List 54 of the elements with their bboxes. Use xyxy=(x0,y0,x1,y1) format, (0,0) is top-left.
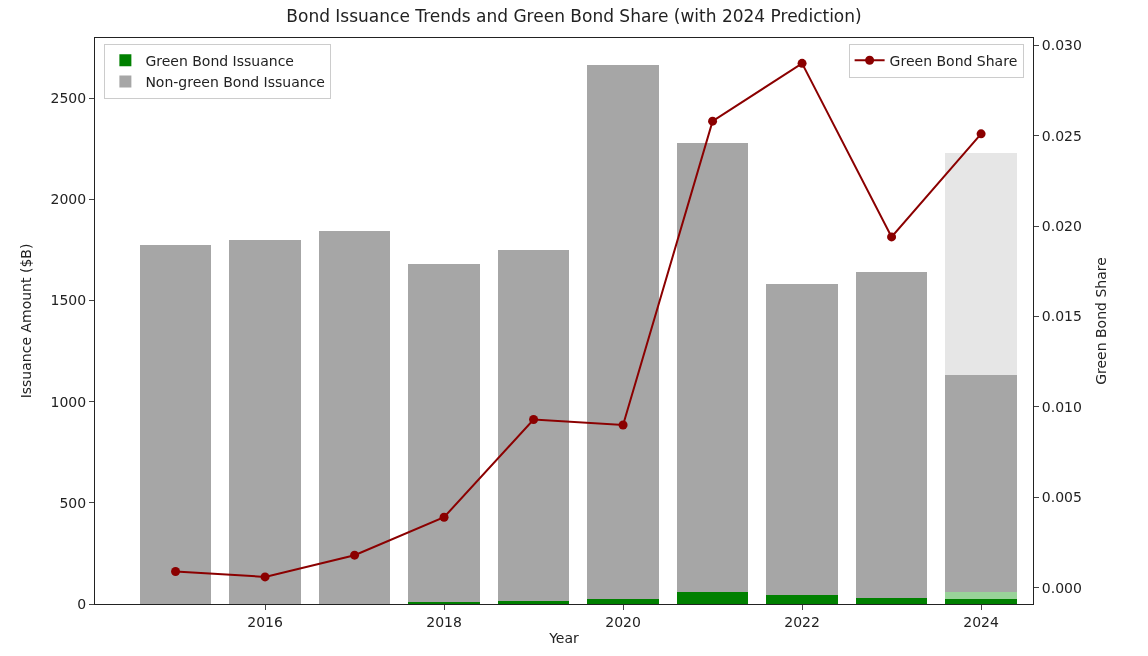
bar xyxy=(945,152,1017,376)
y2-axis-title: Green Bond Share xyxy=(1093,257,1110,385)
bar xyxy=(587,599,659,604)
bar xyxy=(676,142,749,593)
bar xyxy=(766,284,838,595)
bar xyxy=(855,597,928,604)
point xyxy=(260,572,270,582)
chart-title: Bond Issuance Trends and Green Bond Share (with 2024 Prediction) xyxy=(286,5,862,26)
y-tick-label: 500 xyxy=(59,494,87,511)
bar xyxy=(945,375,1017,593)
point xyxy=(797,58,807,68)
point xyxy=(708,116,718,126)
bar xyxy=(587,64,659,600)
bar xyxy=(497,250,570,601)
y2-tick-label: 0.005 xyxy=(1041,489,1082,506)
y2-tick-label: 0.010 xyxy=(1041,398,1082,415)
bar xyxy=(229,239,301,604)
y2-tick-label: 0.030 xyxy=(1041,37,1082,54)
y-tick-label: 1000 xyxy=(50,393,87,410)
x-tick-label: 2018 xyxy=(426,613,462,630)
bar xyxy=(408,264,480,602)
legend-label: Non-green Bond Issuance xyxy=(145,73,325,90)
point xyxy=(171,566,181,576)
bar xyxy=(945,592,1017,599)
y-tick-label: 0 xyxy=(77,595,87,612)
legend-label: Green Bond Issuance xyxy=(145,52,294,69)
x-tick-label: 2022 xyxy=(784,613,820,630)
bar xyxy=(408,601,480,604)
x-tick-label: 2024 xyxy=(963,613,999,630)
x-axis-title: Year xyxy=(548,630,580,647)
point xyxy=(350,550,360,560)
bar xyxy=(139,244,212,604)
y2-tick-label: 0.020 xyxy=(1041,217,1082,234)
y2-tick-label: 0.025 xyxy=(1041,127,1082,144)
point xyxy=(976,129,986,139)
bar xyxy=(318,230,391,604)
bar xyxy=(676,592,749,604)
bar xyxy=(855,272,928,598)
y-tick-label: 1500 xyxy=(50,292,87,309)
y2-tick-label: 0.000 xyxy=(1041,579,1082,596)
bar xyxy=(497,600,570,604)
y-tick-label: 2500 xyxy=(50,90,87,107)
bar xyxy=(766,594,838,604)
point xyxy=(529,415,539,425)
point xyxy=(439,512,449,522)
x-tick-label: 2016 xyxy=(247,613,283,630)
y2-tick-label: 0.015 xyxy=(1041,308,1082,325)
legend-label: Green Bond Share xyxy=(889,52,1018,69)
y-tick-label: 2000 xyxy=(50,191,87,208)
point xyxy=(618,420,628,430)
point xyxy=(887,232,897,242)
y-axis-title: Issuance Amount ($B) xyxy=(18,243,35,399)
x-tick-label: 2020 xyxy=(605,613,641,630)
bar xyxy=(945,598,1017,604)
